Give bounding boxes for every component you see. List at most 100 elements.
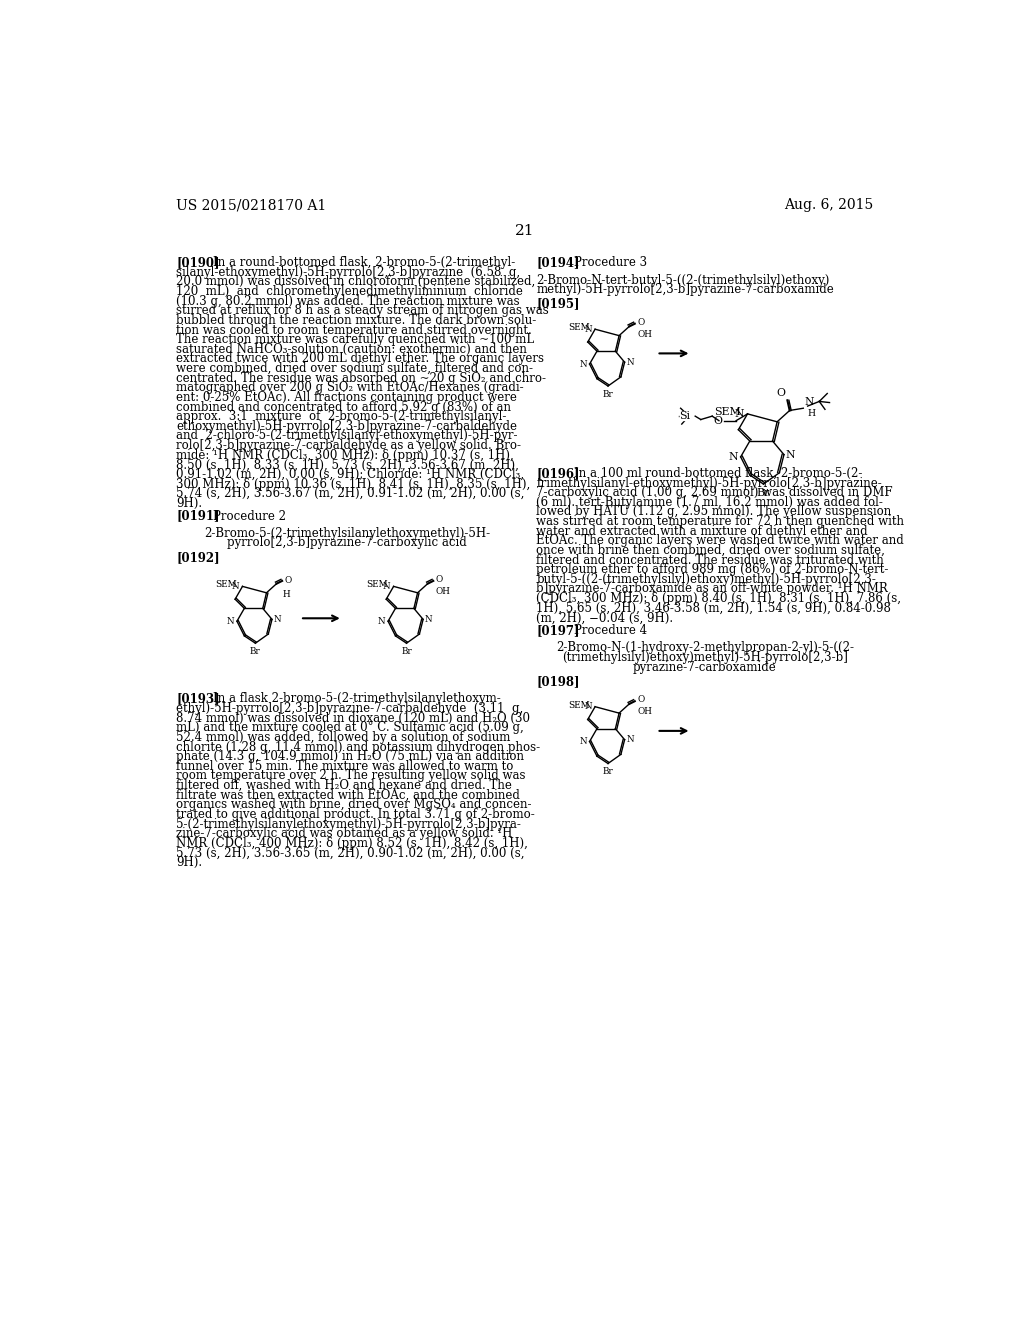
Text: approx.  3:1  mixture  of  2-bromo-5-(2-trimethylsilanyl-: approx. 3:1 mixture of 2-bromo-5-(2-trim… <box>176 411 507 424</box>
Text: OH: OH <box>637 708 652 717</box>
Text: N: N <box>805 397 814 407</box>
Text: N: N <box>580 737 587 746</box>
Text: filtered off, washed with H₂O and hexane and dried. The: filtered off, washed with H₂O and hexane… <box>176 779 512 792</box>
Text: EtOAc. The organic layers were washed twice with water and: EtOAc. The organic layers were washed tw… <box>537 535 904 548</box>
Text: 21: 21 <box>515 224 535 238</box>
Text: once with brine then combined, dried over sodium sulfate,: once with brine then combined, dried ove… <box>537 544 886 557</box>
Text: 8.50 (s, 1H), 8.33 (s, 1H), 5.73 (s, 2H), 3.56-3.67 (m, 2H),: 8.50 (s, 1H), 8.33 (s, 1H), 5.73 (s, 2H)… <box>176 458 519 471</box>
Text: 7-carboxylic acid (1.00 g, 2.69 mmol) was dissolved in DMF: 7-carboxylic acid (1.00 g, 2.69 mmol) wa… <box>537 486 893 499</box>
Text: 9H).: 9H). <box>176 857 202 869</box>
Text: 5.73 (s, 2H), 3.56-3.65 (m, 2H), 0.90-1.02 (m, 2H), 0.00 (s,: 5.73 (s, 2H), 3.56-3.65 (m, 2H), 0.90-1.… <box>176 846 524 859</box>
Text: [0194]: [0194] <box>537 256 580 269</box>
Text: saturated NaHCO₃-solution (caution: exothermic) and then: saturated NaHCO₃-solution (caution: exot… <box>176 343 527 356</box>
Text: N: N <box>626 735 634 744</box>
Text: pyrrolo[2,3-b]pyrazine-7-carboxylic acid: pyrrolo[2,3-b]pyrazine-7-carboxylic acid <box>227 536 467 549</box>
Text: N: N <box>580 359 587 368</box>
Text: 8.74 mmol) was dissolved in dioxane (120 mL) and H₂O (30: 8.74 mmol) was dissolved in dioxane (120… <box>176 711 530 725</box>
Text: Br: Br <box>250 647 261 656</box>
Text: lowed by HATU (1.12 g, 2.95 mmol). The yellow suspension: lowed by HATU (1.12 g, 2.95 mmol). The y… <box>537 506 892 519</box>
Text: SEM: SEM <box>215 581 237 589</box>
Text: (trimethylsilyl)ethoxy)methyl)-5H-pyrrolo[2,3-b]: (trimethylsilyl)ethoxy)methyl)-5H-pyrrol… <box>562 651 848 664</box>
Text: filtered and concentrated. The residue was triturated with: filtered and concentrated. The residue w… <box>537 553 884 566</box>
Text: mL) and the mixture cooled at 0° C. Sulfamic acid (5.09 g,: mL) and the mixture cooled at 0° C. Sulf… <box>176 721 524 734</box>
Text: was stirred at room temperature for 72 h then quenched with: was stirred at room temperature for 72 h… <box>537 515 904 528</box>
Text: N: N <box>585 702 592 711</box>
Text: N: N <box>626 358 634 367</box>
Text: methyl)-5H-pyrrolo[2,3-b]pyrazine-7-carboxamide: methyl)-5H-pyrrolo[2,3-b]pyrazine-7-carb… <box>537 284 835 296</box>
Text: 300 MHz): δ (ppm) 10.36 (s, 1H), 8.41 (s, 1H), 8.35 (s, 1H),: 300 MHz): δ (ppm) 10.36 (s, 1H), 8.41 (s… <box>176 478 530 491</box>
Text: organics washed with brine, dried over MgSO₄ and concen-: organics washed with brine, dried over M… <box>176 799 531 812</box>
Text: ethyl)-5H-pyrrolo[2,3-b]pyrazine-7-carbaldehyde  (3.11  g,: ethyl)-5H-pyrrolo[2,3-b]pyrazine-7-carba… <box>176 702 523 715</box>
Text: and  2-chloro-5-(2-trimethylsilanyl-ethoxymethyl)-5H-pyr-: and 2-chloro-5-(2-trimethylsilanyl-ethox… <box>176 429 517 442</box>
Text: OH: OH <box>637 330 652 339</box>
Text: trimethylsilanyl-ethoxymethyl)-5H-pyrrolo[2,3-b]pyrazine-: trimethylsilanyl-ethoxymethyl)-5H-pyrrol… <box>537 477 882 490</box>
Text: chlorite (1.28 g, 11.4 mmol) and potassium dihydrogen phos-: chlorite (1.28 g, 11.4 mmol) and potassi… <box>176 741 541 754</box>
Text: N: N <box>227 616 234 626</box>
Text: filtrate was then extracted with EtOAc, and the combined: filtrate was then extracted with EtOAc, … <box>176 788 520 801</box>
Text: N: N <box>735 409 744 418</box>
Text: [0193]: [0193] <box>176 693 220 705</box>
Text: b]pyrazine-7-carboxamide as an off-white powder. ¹H NMR: b]pyrazine-7-carboxamide as an off-white… <box>537 582 888 595</box>
Text: Br: Br <box>603 767 613 776</box>
Text: room temperature over 2 h. The resulting yellow solid was: room temperature over 2 h. The resulting… <box>176 770 525 783</box>
Text: Aug. 6, 2015: Aug. 6, 2015 <box>784 198 873 213</box>
Text: The reaction mixture was carefully quenched with ~100 mL: The reaction mixture was carefully quenc… <box>176 333 535 346</box>
Text: H: H <box>283 590 291 599</box>
Text: [0195]: [0195] <box>537 297 580 310</box>
Text: 2-Bromo-5-(2-trimethylsilanylethoxymethyl)-5H-: 2-Bromo-5-(2-trimethylsilanylethoxymethy… <box>204 527 490 540</box>
Text: 1H), 5.65 (s, 2H), 3.46-3.58 (m, 2H), 1.54 (s, 9H), 0.84-0.98: 1H), 5.65 (s, 2H), 3.46-3.58 (m, 2H), 1.… <box>537 602 891 615</box>
Text: [0192]: [0192] <box>176 550 220 564</box>
Text: N: N <box>785 450 795 459</box>
Text: N: N <box>383 582 390 591</box>
Text: ethoxymethyl)-5H-pyrrolo[2,3-b]pyrazine-7-carbaldehyde: ethoxymethyl)-5H-pyrrolo[2,3-b]pyrazine-… <box>176 420 517 433</box>
Text: petroleum ether to afford 989 mg (86%) of 2-bromo-N-tert-: petroleum ether to afford 989 mg (86%) o… <box>537 564 889 577</box>
Text: N: N <box>378 616 386 626</box>
Text: 2-Bromo-N-(1-hydroxy-2-methylpropan-2-yl)-5-((2-: 2-Bromo-N-(1-hydroxy-2-methylpropan-2-yl… <box>556 642 854 655</box>
Text: water and extracted with a mixture of diethyl ether and: water and extracted with a mixture of di… <box>537 525 868 537</box>
Text: butyl-5-((2-(trimethylsilyl)ethoxy)methyl)-5H-pyrrolo[2,3-: butyl-5-((2-(trimethylsilyl)ethoxy)methy… <box>537 573 877 586</box>
Text: pyrazine-7-carboxamide: pyrazine-7-carboxamide <box>633 660 777 673</box>
Text: In a flask 2-bromo-5-(2-trimethylsilanylethoxym-: In a flask 2-bromo-5-(2-trimethylsilanyl… <box>213 693 501 705</box>
Text: 52.4 mmol) was added, followed by a solution of sodium: 52.4 mmol) was added, followed by a solu… <box>176 731 510 744</box>
Text: [0190]: [0190] <box>176 256 219 269</box>
Text: Procedure 2: Procedure 2 <box>213 510 287 523</box>
Text: Si: Si <box>680 411 690 421</box>
Text: 9H).: 9H). <box>176 496 202 510</box>
Text: bubbled through the reaction mixture. The dark brown solu-: bubbled through the reaction mixture. Th… <box>176 314 537 327</box>
Text: SEM: SEM <box>715 408 741 417</box>
Text: Br: Br <box>603 389 613 399</box>
Text: O: O <box>637 318 644 326</box>
Text: [0198]: [0198] <box>537 675 580 688</box>
Text: NMR (CDCl₃, 400 MHz): δ (ppm) 8.52 (s, 1H), 8.42 (s, 1H),: NMR (CDCl₃, 400 MHz): δ (ppm) 8.52 (s, 1… <box>176 837 528 850</box>
Text: 2-Bromo-N-tert-butyl-5-((2-(trimethylsilyl)ethoxy): 2-Bromo-N-tert-butyl-5-((2-(trimethylsil… <box>537 273 829 286</box>
Text: In a round-bottomed flask, 2-bromo-5-(2-trimethyl-: In a round-bottomed flask, 2-bromo-5-(2-… <box>213 256 515 269</box>
Text: 120  mL)  and  chloromethylenedimethyliminium  chloride: 120 mL) and chloromethylenedimethylimini… <box>176 285 523 298</box>
Text: 20.0 mmol) was dissolved in chloroform (pentene stabilized,: 20.0 mmol) was dissolved in chloroform (… <box>176 276 536 289</box>
Text: mide: ¹H NMR (CDCl₃, 300 MHz): δ (ppm) 10.37 (s, 1H),: mide: ¹H NMR (CDCl₃, 300 MHz): δ (ppm) 1… <box>176 449 514 462</box>
Text: N: N <box>585 325 592 334</box>
Text: phate (14.3 g, 104.9 mmol) in H₂O (75 mL) via an addition: phate (14.3 g, 104.9 mmol) in H₂O (75 mL… <box>176 750 524 763</box>
Text: ent: 0-25% EtOAc). All fractions containing product were: ent: 0-25% EtOAc). All fractions contain… <box>176 391 517 404</box>
Text: stirred at reflux for 8 h as a steady stream of nitrogen gas was: stirred at reflux for 8 h as a steady st… <box>176 305 549 317</box>
Text: (m, 2H), −0.04 (s, 9H).: (m, 2H), −0.04 (s, 9H). <box>537 611 674 624</box>
Text: US 2015/0218170 A1: US 2015/0218170 A1 <box>176 198 327 213</box>
Text: 5.74 (s, 2H), 3.56-3.67 (m, 2H), 0.91-1.02 (m, 2H), 0.00 (s,: 5.74 (s, 2H), 3.56-3.67 (m, 2H), 0.91-1.… <box>176 487 524 500</box>
Text: centrated. The residue was absorbed on ~20 g SiO₂ and chro-: centrated. The residue was absorbed on ~… <box>176 372 546 384</box>
Text: combined and concentrated to afford 5.92 g (83%) of an: combined and concentrated to afford 5.92… <box>176 400 511 413</box>
Text: OH: OH <box>435 587 451 597</box>
Text: Br: Br <box>757 488 770 498</box>
Text: SEM: SEM <box>367 581 388 589</box>
Text: 5-(2-trimethylsilanylethoxymethyl)-5H-pyrrolo[2,3-b]pyra-: 5-(2-trimethylsilanylethoxymethyl)-5H-py… <box>176 817 521 830</box>
Text: N: N <box>729 451 738 462</box>
Text: rolo[2,3-b]pyrazine-7-carbaldehyde as a yellow solid. Bro-: rolo[2,3-b]pyrazine-7-carbaldehyde as a … <box>176 440 521 451</box>
Text: Br: Br <box>401 647 412 656</box>
Text: (6 ml). tert-Butylamine (1.7 ml, 16.2 mmol) was added fol-: (6 ml). tert-Butylamine (1.7 ml, 16.2 mm… <box>537 496 884 508</box>
Text: SEM: SEM <box>567 323 590 333</box>
Text: O: O <box>285 577 292 585</box>
Text: N: N <box>273 615 282 624</box>
Text: SEM: SEM <box>567 701 590 710</box>
Text: O: O <box>637 696 644 704</box>
Text: 0.91-1.02 (m, 2H), 0.00 (s, 9H); Chloride: ¹H NMR (CDCl₃,: 0.91-1.02 (m, 2H), 0.00 (s, 9H); Chlorid… <box>176 469 524 480</box>
Text: N: N <box>231 582 240 591</box>
Text: extracted twice with 200 mL diethyl ether. The organic layers: extracted twice with 200 mL diethyl ethe… <box>176 352 544 366</box>
